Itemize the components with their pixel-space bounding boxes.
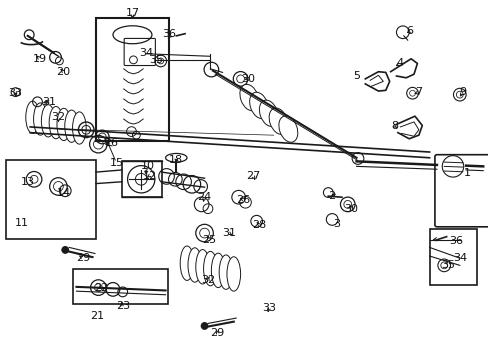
Text: 8: 8	[390, 121, 397, 131]
Text: 31: 31	[222, 228, 235, 238]
Text: 15: 15	[109, 158, 123, 168]
Text: 22: 22	[94, 283, 108, 293]
Text: 30: 30	[241, 74, 255, 84]
Bar	[96, 18, 169, 140]
Text: 1: 1	[463, 168, 470, 178]
Ellipse shape	[64, 110, 78, 142]
Text: 26: 26	[236, 195, 250, 205]
Bar	[429, 229, 476, 285]
Text: 24: 24	[197, 192, 211, 202]
Text: 27: 27	[245, 171, 260, 181]
Text: 29: 29	[76, 253, 90, 263]
Text: 13: 13	[21, 177, 35, 187]
Text: 36: 36	[162, 29, 176, 39]
Text: 33: 33	[261, 303, 275, 314]
Text: 35: 35	[148, 55, 163, 65]
Text: 9: 9	[458, 87, 466, 97]
Text: 28: 28	[251, 220, 265, 230]
Ellipse shape	[259, 100, 278, 126]
Text: 31: 31	[42, 97, 57, 107]
Ellipse shape	[34, 103, 47, 135]
Ellipse shape	[219, 255, 232, 289]
Ellipse shape	[268, 108, 287, 134]
Text: 19: 19	[33, 54, 47, 64]
Ellipse shape	[26, 101, 40, 134]
Ellipse shape	[249, 92, 268, 118]
Ellipse shape	[240, 84, 258, 111]
Text: 23: 23	[116, 301, 129, 311]
Bar	[122, 161, 162, 197]
Text: 16: 16	[104, 139, 118, 148]
Text: 4: 4	[396, 58, 403, 68]
Text: 29: 29	[210, 328, 224, 338]
Text: 34: 34	[139, 48, 153, 58]
Text: 14: 14	[57, 188, 71, 198]
Text: 10: 10	[141, 161, 155, 171]
Text: 3: 3	[333, 219, 340, 229]
Text: 6: 6	[406, 26, 413, 36]
Text: 30: 30	[344, 204, 358, 214]
Text: 7: 7	[414, 87, 422, 97]
Text: 12: 12	[142, 171, 156, 181]
Ellipse shape	[203, 251, 217, 286]
Text: 35: 35	[440, 260, 454, 270]
Text: 2: 2	[328, 191, 335, 201]
Text: 36: 36	[448, 236, 463, 246]
Ellipse shape	[180, 246, 193, 280]
Ellipse shape	[57, 108, 70, 140]
Ellipse shape	[211, 253, 224, 288]
Ellipse shape	[41, 105, 55, 137]
Ellipse shape	[49, 107, 62, 139]
Circle shape	[61, 247, 68, 253]
Ellipse shape	[226, 257, 240, 291]
Text: 32: 32	[51, 112, 65, 122]
Text: 32: 32	[201, 275, 215, 285]
Text: 11: 11	[14, 218, 28, 228]
Text: 21: 21	[90, 311, 104, 320]
Circle shape	[201, 323, 207, 329]
Text: 17: 17	[125, 8, 139, 18]
Ellipse shape	[278, 116, 297, 142]
Text: 33: 33	[8, 88, 22, 98]
Bar	[73, 269, 167, 304]
Text: 5: 5	[352, 71, 359, 81]
Text: 18: 18	[169, 155, 183, 165]
Ellipse shape	[187, 248, 201, 282]
Bar	[6, 160, 96, 239]
Text: 20: 20	[56, 67, 70, 77]
Text: 25: 25	[202, 235, 216, 245]
Ellipse shape	[72, 112, 86, 144]
Text: 34: 34	[452, 253, 466, 263]
Ellipse shape	[195, 249, 209, 284]
